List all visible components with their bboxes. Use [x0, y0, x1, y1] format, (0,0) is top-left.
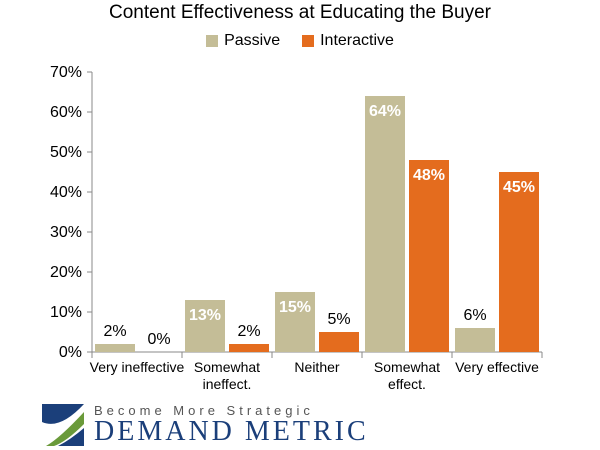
- y-tick-label: 70%: [50, 64, 82, 81]
- bar-chart: 0% 10% 20% 30% 40% 50% 60% 70% Very ineffective S…: [50, 64, 543, 392]
- data-label-passive: 13%: [189, 307, 221, 324]
- logo-text: Become More Strategic DEMAND METRIC: [94, 403, 369, 448]
- legend-item-interactive: Interactive: [302, 32, 394, 50]
- y-tick-label: 0%: [59, 344, 82, 361]
- x-category-label: Somewhat effect.: [374, 359, 440, 392]
- data-label-passive: 6%: [463, 307, 486, 324]
- legend-item-passive: Passive: [206, 32, 280, 50]
- data-label-interactive: 2%: [237, 323, 260, 340]
- demand-metric-logo: Become More Strategic DEMAND METRIC: [40, 402, 369, 448]
- bar-passive: [455, 328, 495, 352]
- x-category-label: Very ineffective: [90, 359, 185, 375]
- x-category-label: Very effective: [455, 359, 539, 375]
- y-tick-label: 20%: [50, 264, 82, 281]
- y-tick-label: 50%: [50, 144, 82, 161]
- logo-brand: DEMAND METRIC: [94, 415, 369, 447]
- y-tick-label: 30%: [50, 224, 82, 241]
- legend-swatch-interactive: [302, 35, 315, 47]
- bar-passive: [95, 344, 135, 352]
- legend-label-passive: Passive: [224, 32, 281, 49]
- bar-interactive: [229, 344, 269, 352]
- data-label-interactive: 0%: [147, 331, 170, 348]
- bar-interactive: [319, 332, 359, 352]
- bar-interactive: [499, 172, 539, 352]
- data-label-passive: 64%: [369, 103, 401, 120]
- y-tick-label: 10%: [50, 304, 82, 321]
- data-label-interactive: 5%: [327, 311, 350, 328]
- y-tick-label: 40%: [50, 184, 82, 201]
- legend-swatch-passive: [206, 35, 219, 47]
- chart-legend: Passive Interactive: [0, 32, 600, 50]
- legend-label-interactive: Interactive: [320, 32, 394, 49]
- bar-passive: [365, 96, 405, 352]
- data-label-interactive: 45%: [503, 179, 535, 196]
- chart-title: Content Effectiveness at Educating the B…: [109, 2, 491, 23]
- x-category-label: Neither: [294, 359, 339, 375]
- logo-mark-icon: [42, 404, 84, 446]
- data-label-interactive: 48%: [413, 167, 445, 184]
- y-tick-label: 60%: [50, 104, 82, 121]
- bar-passive: [185, 300, 225, 352]
- bar-interactive: [409, 160, 449, 352]
- logo-tagline: Become More Strategic: [94, 402, 314, 418]
- data-label-passive: 2%: [103, 323, 126, 340]
- data-label-passive: 15%: [279, 299, 311, 316]
- x-category-label: Somewhat ineffect.: [194, 359, 260, 392]
- bar-passive: [275, 292, 315, 352]
